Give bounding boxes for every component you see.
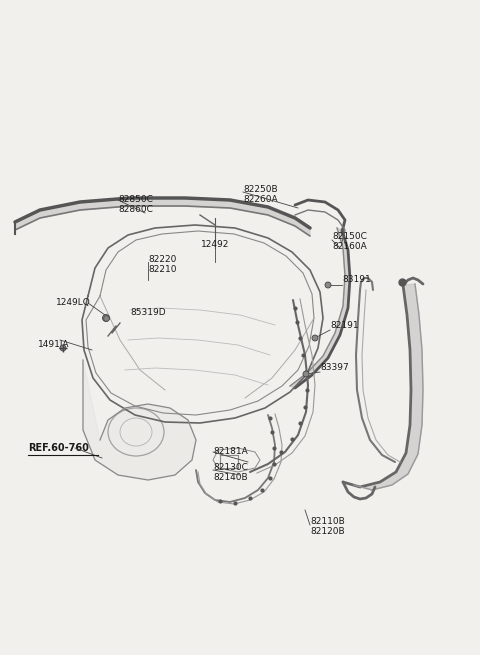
Text: 82110B
82120B: 82110B 82120B bbox=[310, 517, 345, 536]
Circle shape bbox=[60, 345, 66, 351]
Polygon shape bbox=[83, 360, 196, 480]
Polygon shape bbox=[343, 284, 423, 490]
Text: REF.60-760: REF.60-760 bbox=[28, 443, 89, 453]
Text: 82850C
82860C: 82850C 82860C bbox=[118, 195, 153, 214]
Circle shape bbox=[325, 282, 331, 288]
Text: 85319D: 85319D bbox=[130, 308, 166, 317]
Text: 82130C
82140B: 82130C 82140B bbox=[213, 463, 248, 482]
Polygon shape bbox=[290, 228, 350, 388]
Polygon shape bbox=[15, 198, 310, 236]
Circle shape bbox=[103, 314, 109, 322]
Text: 83397: 83397 bbox=[320, 364, 349, 373]
Circle shape bbox=[312, 335, 318, 341]
Text: 1491JA: 1491JA bbox=[38, 340, 70, 349]
Text: 82220
82210: 82220 82210 bbox=[148, 255, 177, 274]
Text: 1249LQ: 1249LQ bbox=[56, 298, 91, 307]
Text: 82191: 82191 bbox=[330, 320, 359, 329]
Text: 82181A: 82181A bbox=[213, 447, 248, 456]
Text: 82150C
82160A: 82150C 82160A bbox=[332, 232, 367, 252]
Circle shape bbox=[303, 371, 309, 377]
Text: 83191: 83191 bbox=[342, 276, 371, 284]
Text: 12492: 12492 bbox=[201, 240, 229, 249]
Text: 82250B
82260A: 82250B 82260A bbox=[243, 185, 277, 204]
